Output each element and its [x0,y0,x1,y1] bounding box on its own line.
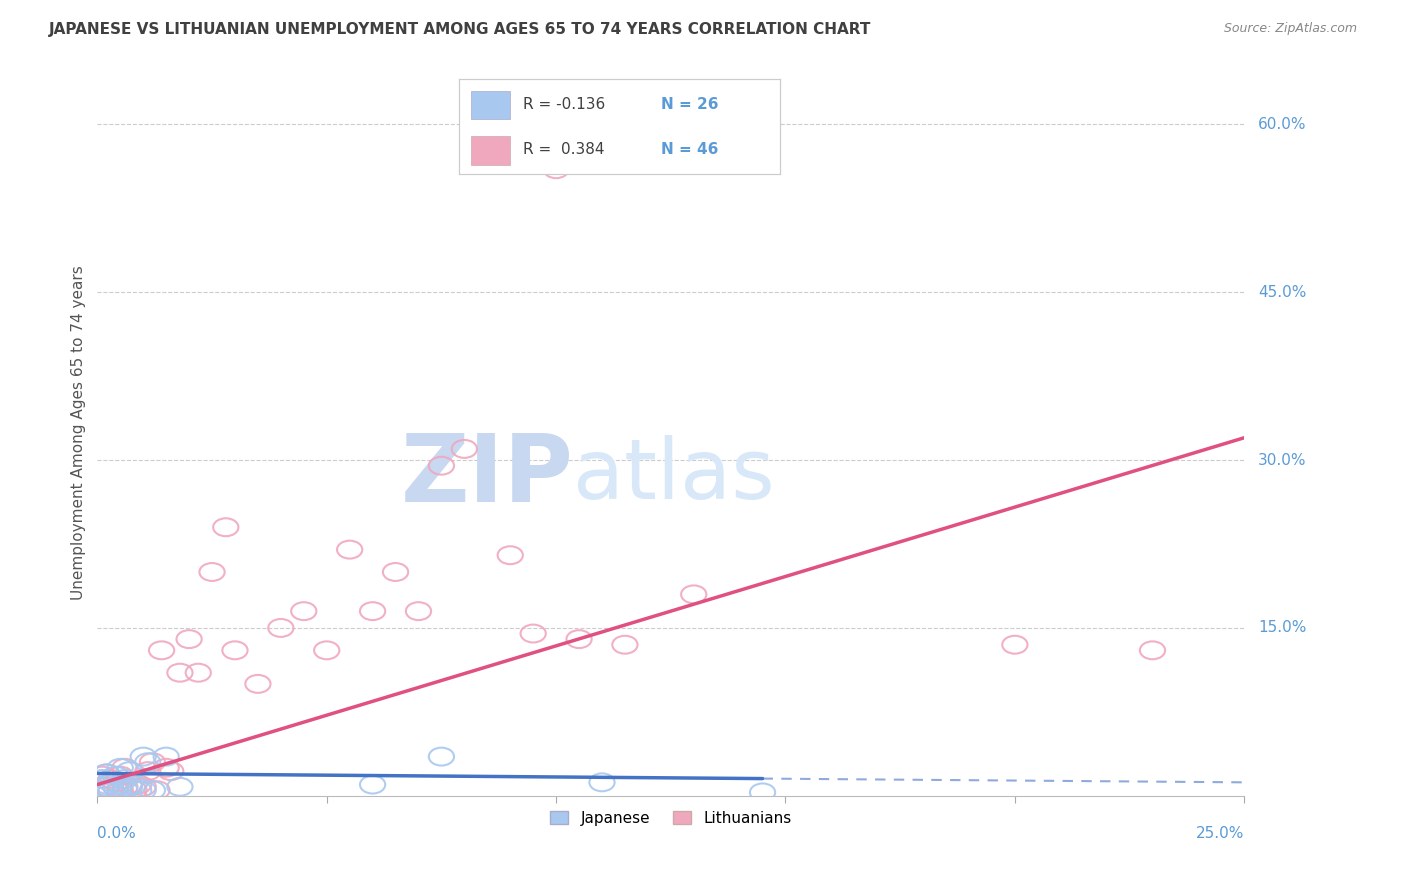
Text: 60.0%: 60.0% [1258,117,1306,132]
Text: 25.0%: 25.0% [1197,826,1244,841]
Text: Source: ZipAtlas.com: Source: ZipAtlas.com [1223,22,1357,36]
Text: atlas: atlas [574,435,775,516]
Text: 45.0%: 45.0% [1258,285,1306,300]
Text: ZIP: ZIP [401,430,574,522]
Y-axis label: Unemployment Among Ages 65 to 74 years: Unemployment Among Ages 65 to 74 years [72,265,86,599]
Legend: Japanese, Lithuanians: Japanese, Lithuanians [544,805,797,831]
Text: 15.0%: 15.0% [1258,621,1306,635]
Text: 30.0%: 30.0% [1258,452,1306,467]
Text: 0.0%: 0.0% [97,826,136,841]
Text: JAPANESE VS LITHUANIAN UNEMPLOYMENT AMONG AGES 65 TO 74 YEARS CORRELATION CHART: JAPANESE VS LITHUANIAN UNEMPLOYMENT AMON… [49,22,872,37]
